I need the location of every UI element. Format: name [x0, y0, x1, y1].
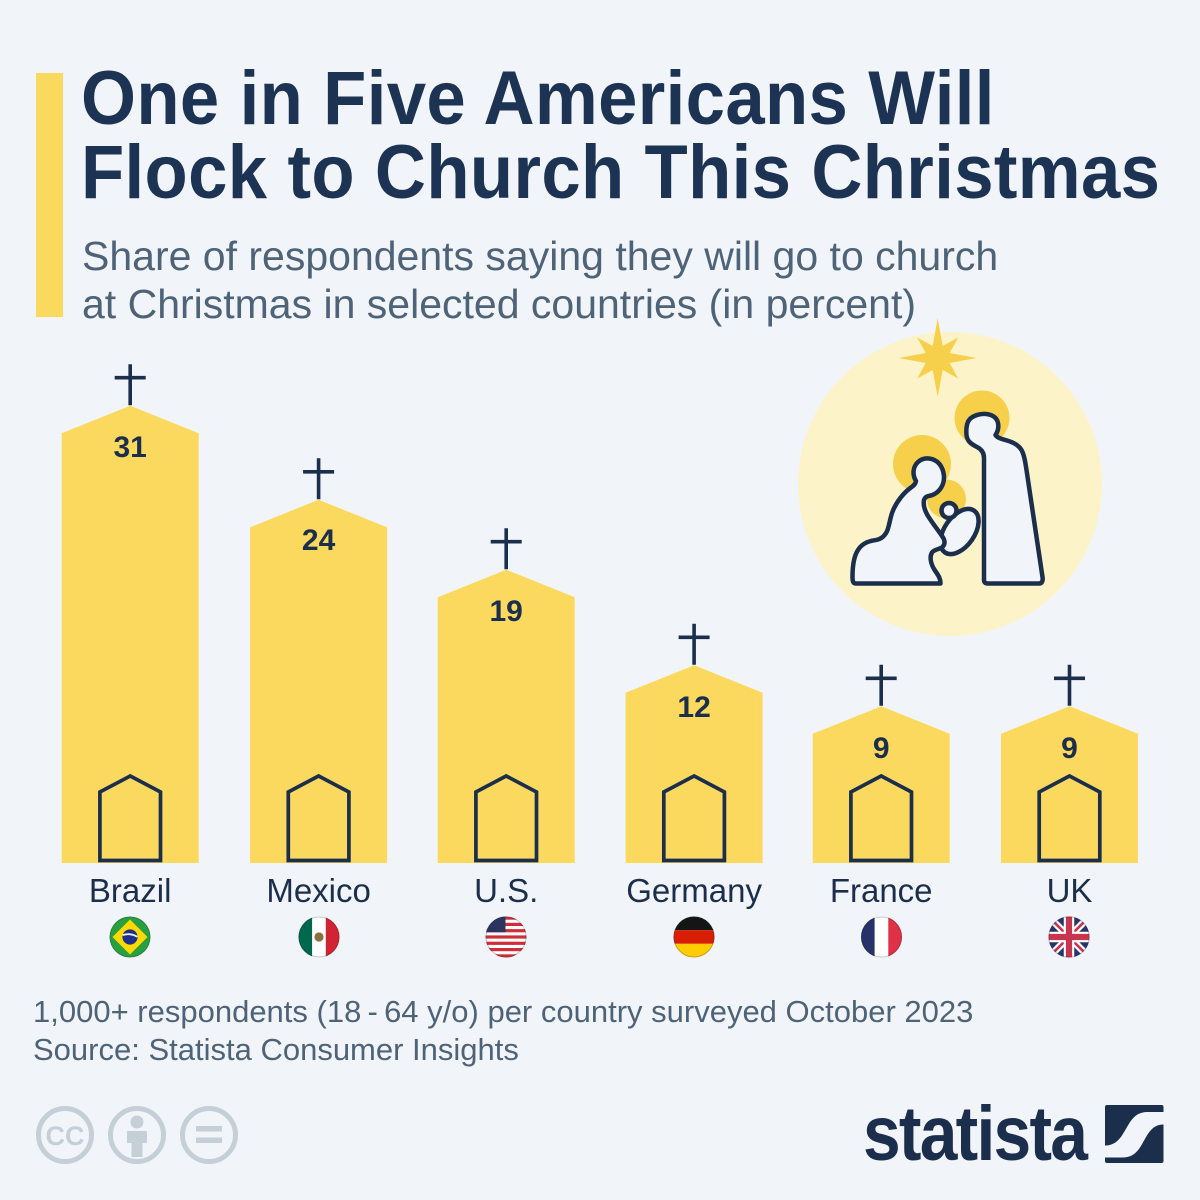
svg-text:CC: CC	[46, 1121, 85, 1151]
